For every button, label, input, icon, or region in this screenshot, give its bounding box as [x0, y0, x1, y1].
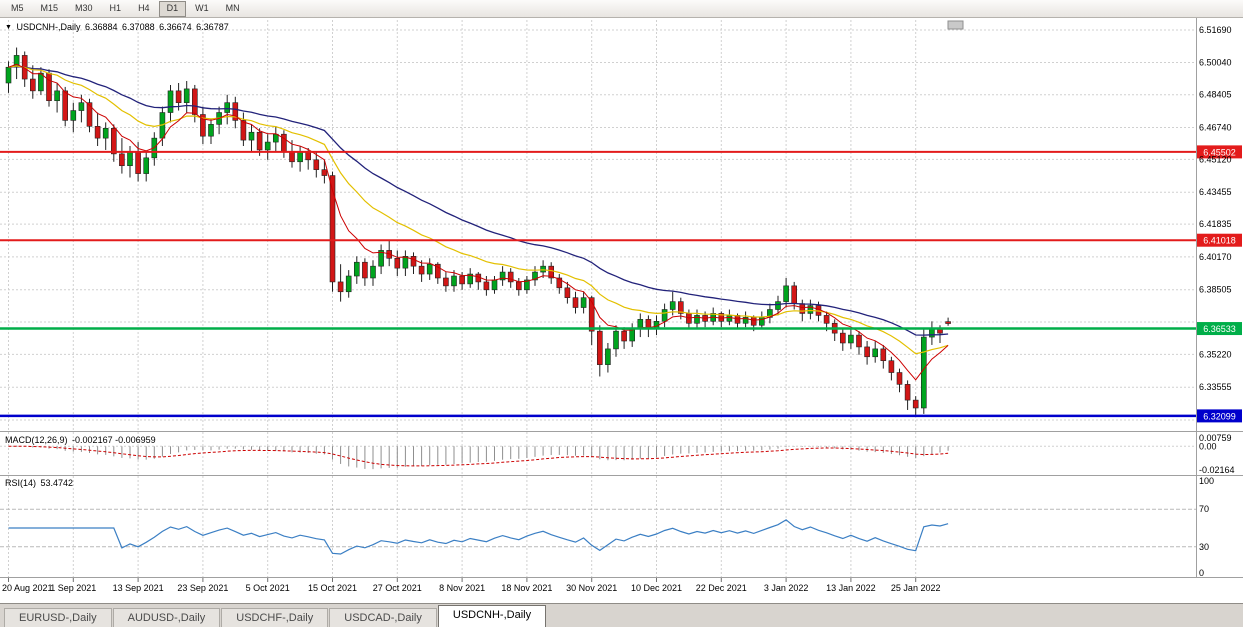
svg-text:18 Nov 2021: 18 Nov 2021: [501, 583, 552, 593]
level-lines-layer: 6.45502 6.41018 6.36533 6.32099: [0, 145, 1242, 423]
macd-pane-label: MACD(12,26,9) -0.002167 -0.006959: [5, 435, 158, 445]
macd-pane: [0, 445, 1196, 470]
svg-text:6.50040: 6.50040: [1199, 58, 1232, 68]
price-low: 6.36674: [159, 22, 192, 32]
timeframe-button[interactable]: W1: [187, 1, 217, 17]
grid-layer: [0, 20, 1196, 577]
rsi-indicator-value: 53.4742: [40, 478, 74, 488]
macd-indicator-name: MACD(12,26,9): [5, 435, 68, 445]
svg-text:5 Oct 2021: 5 Oct 2021: [246, 583, 290, 593]
svg-text:13 Jan 2022: 13 Jan 2022: [826, 583, 876, 593]
svg-text:0.00759: 0.00759: [1199, 433, 1232, 443]
svg-text:30 Nov 2021: 30 Nov 2021: [566, 583, 617, 593]
timeframe-button[interactable]: M30: [67, 1, 101, 17]
svg-text:27 Oct 2021: 27 Oct 2021: [373, 583, 422, 593]
svg-text:6.45120: 6.45120: [1199, 154, 1232, 164]
collapse-arrow-icon[interactable]: ▼: [5, 24, 12, 31]
timeframe-button[interactable]: H1: [102, 1, 130, 17]
price-close: 6.36787: [196, 22, 229, 32]
chart-tab[interactable]: EURUSD-,Daily: [4, 608, 112, 627]
timeframe-button[interactable]: D1: [158, 0, 187, 17]
svg-text:0.00: 0.00: [1199, 441, 1217, 451]
chart-window: 6.45502 6.41018 6.36533 6.32099 20 Aug 2021 1…: [0, 18, 1243, 603]
svg-text:22 Dec 2021: 22 Dec 2021: [696, 583, 747, 593]
timeframe-button[interactable]: MN: [218, 1, 248, 17]
svg-text:6.41835: 6.41835: [1199, 219, 1232, 229]
svg-text:23 Sep 2021: 23 Sep 2021: [177, 583, 228, 593]
candles-layer: [5, 47, 951, 416]
svg-text:1 Sep 2021: 1 Sep 2021: [50, 583, 96, 593]
svg-text:100: 100: [1199, 476, 1214, 486]
chart-title: ▼ USDCNH-,Daily 6.36884 6.37088 6.36674 …: [5, 22, 231, 32]
price-open: 6.36884: [84, 22, 118, 32]
svg-text:-0.02164: -0.02164: [1199, 465, 1235, 475]
macd-indicator-values: -0.002167 -0.006959: [72, 435, 156, 445]
svg-text:6.36533: 6.36533: [1203, 324, 1236, 334]
svg-text:6.33555: 6.33555: [1199, 382, 1232, 392]
svg-text:0: 0: [1199, 568, 1204, 578]
svg-text:6.51690: 6.51690: [1199, 25, 1232, 35]
svg-text:15 Oct 2021: 15 Oct 2021: [308, 583, 357, 593]
svg-text:6.40170: 6.40170: [1199, 252, 1232, 262]
svg-text:6.41018: 6.41018: [1203, 236, 1236, 246]
moving-averages-layer: [8, 63, 949, 381]
svg-text:6.38505: 6.38505: [1199, 285, 1232, 295]
svg-text:6.48405: 6.48405: [1199, 90, 1232, 100]
svg-text:20 Aug 2021: 20 Aug 2021: [2, 583, 53, 593]
rsi-pane-label: RSI(14) 53.4742: [5, 478, 75, 488]
svg-text:30: 30: [1199, 542, 1209, 552]
svg-text:70: 70: [1199, 504, 1209, 514]
svg-text:13 Sep 2021: 13 Sep 2021: [113, 583, 164, 593]
svg-text:3 Jan 2022: 3 Jan 2022: [764, 583, 809, 593]
rsi-pane: [0, 508, 1196, 555]
chart-tab[interactable]: USDCHF-,Daily: [221, 608, 329, 627]
svg-text:25 Jan 2022: 25 Jan 2022: [891, 583, 941, 593]
svg-text:6.35220: 6.35220: [1199, 349, 1232, 359]
timeframe-button[interactable]: M5: [3, 1, 32, 17]
svg-text:6.43455: 6.43455: [1199, 187, 1232, 197]
rsi-indicator-name: RSI(14): [5, 478, 37, 488]
chart-tab[interactable]: AUDUSD-,Daily: [112, 608, 221, 627]
symbol-name: USDCNH-,Daily: [16, 22, 81, 32]
chart-tab[interactable]: USDCAD-,Daily: [329, 608, 437, 627]
timeframe-toolbar: M5 M15 M30 H1 H4 D1 W1 MN: [0, 0, 1243, 18]
chart-tab[interactable]: USDCNH-,Daily: [437, 605, 547, 627]
timeframe-button[interactable]: M15: [33, 1, 67, 17]
chart-tab-bar: EURUSD-,Daily AUDUSD-,Daily USDCHF-,Dail…: [0, 603, 1243, 627]
price-high: 6.37088: [122, 22, 155, 32]
svg-text:6.46740: 6.46740: [1199, 123, 1232, 133]
svg-text:6.32099: 6.32099: [1203, 411, 1236, 421]
svg-text:10 Dec 2021: 10 Dec 2021: [631, 583, 682, 593]
timeframe-button[interactable]: H4: [130, 1, 158, 17]
chart-shift-marker[interactable]: [947, 20, 964, 30]
svg-text:6.45502: 6.45502: [1203, 147, 1236, 157]
svg-text:8 Nov 2021: 8 Nov 2021: [439, 583, 485, 593]
